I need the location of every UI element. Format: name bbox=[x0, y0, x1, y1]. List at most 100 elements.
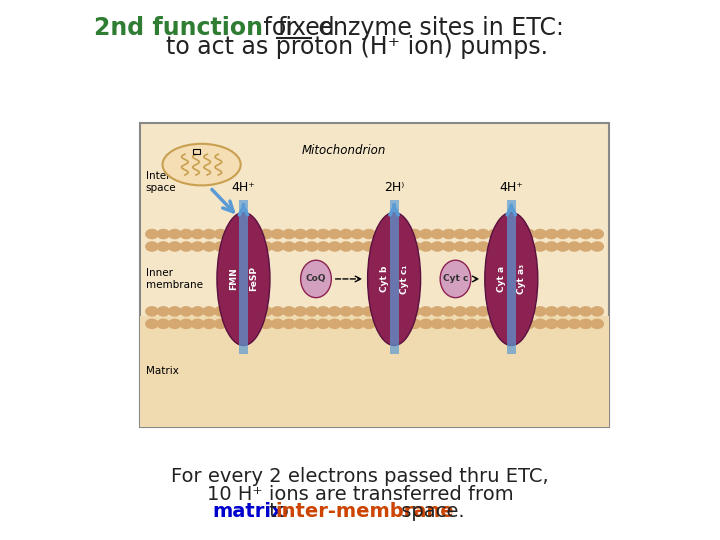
Circle shape bbox=[215, 230, 227, 239]
Circle shape bbox=[454, 319, 467, 328]
Circle shape bbox=[340, 319, 352, 328]
Circle shape bbox=[157, 319, 169, 328]
Circle shape bbox=[591, 242, 603, 251]
Circle shape bbox=[351, 319, 364, 328]
Circle shape bbox=[260, 319, 272, 328]
Circle shape bbox=[203, 242, 215, 251]
Circle shape bbox=[271, 307, 284, 316]
Circle shape bbox=[466, 319, 478, 328]
Text: for: for bbox=[256, 16, 303, 40]
Circle shape bbox=[317, 242, 329, 251]
Circle shape bbox=[294, 319, 307, 328]
FancyBboxPatch shape bbox=[140, 123, 609, 427]
Circle shape bbox=[511, 230, 523, 239]
Circle shape bbox=[328, 230, 341, 239]
Circle shape bbox=[260, 230, 272, 239]
Circle shape bbox=[568, 242, 580, 251]
Circle shape bbox=[557, 307, 569, 316]
Circle shape bbox=[271, 319, 284, 328]
Circle shape bbox=[317, 307, 329, 316]
Circle shape bbox=[215, 319, 227, 328]
Circle shape bbox=[477, 307, 489, 316]
Circle shape bbox=[397, 242, 409, 251]
Circle shape bbox=[180, 230, 192, 239]
Text: FeSP: FeSP bbox=[249, 266, 258, 292]
Circle shape bbox=[328, 319, 341, 328]
Circle shape bbox=[351, 242, 364, 251]
Circle shape bbox=[488, 242, 500, 251]
Circle shape bbox=[192, 230, 204, 239]
Text: to act as proton (H⁺ ion) pumps.: to act as proton (H⁺ ion) pumps. bbox=[166, 35, 548, 59]
Circle shape bbox=[477, 242, 489, 251]
Text: CoQ: CoQ bbox=[306, 274, 326, 284]
Circle shape bbox=[557, 230, 569, 239]
Circle shape bbox=[283, 319, 295, 328]
Circle shape bbox=[192, 319, 204, 328]
Circle shape bbox=[408, 319, 420, 328]
Circle shape bbox=[591, 230, 603, 239]
Circle shape bbox=[420, 307, 432, 316]
Circle shape bbox=[180, 307, 192, 316]
Circle shape bbox=[168, 230, 181, 239]
Circle shape bbox=[203, 319, 215, 328]
Circle shape bbox=[248, 230, 261, 239]
Circle shape bbox=[500, 230, 512, 239]
Circle shape bbox=[374, 307, 387, 316]
Circle shape bbox=[500, 307, 512, 316]
Ellipse shape bbox=[301, 260, 331, 298]
Bar bbox=[193, 149, 200, 154]
Circle shape bbox=[340, 242, 352, 251]
Circle shape bbox=[431, 242, 444, 251]
Circle shape bbox=[340, 307, 352, 316]
Circle shape bbox=[420, 319, 432, 328]
Circle shape bbox=[283, 307, 295, 316]
Text: 4H⁺: 4H⁺ bbox=[232, 181, 256, 194]
Circle shape bbox=[328, 242, 341, 251]
Circle shape bbox=[248, 242, 261, 251]
Circle shape bbox=[420, 242, 432, 251]
Text: For every 2 electrons passed thru ETC,: For every 2 electrons passed thru ETC, bbox=[171, 467, 549, 485]
Circle shape bbox=[557, 319, 569, 328]
Circle shape bbox=[500, 242, 512, 251]
Circle shape bbox=[523, 242, 535, 251]
Circle shape bbox=[306, 319, 318, 328]
Text: Intermembrane
space: Intermembrane space bbox=[145, 172, 228, 193]
Circle shape bbox=[283, 230, 295, 239]
Circle shape bbox=[511, 242, 523, 251]
Circle shape bbox=[454, 242, 467, 251]
Circle shape bbox=[523, 307, 535, 316]
Circle shape bbox=[180, 242, 192, 251]
Circle shape bbox=[523, 319, 535, 328]
Circle shape bbox=[294, 242, 307, 251]
Circle shape bbox=[408, 307, 420, 316]
Circle shape bbox=[168, 242, 181, 251]
Circle shape bbox=[386, 230, 398, 239]
Circle shape bbox=[420, 230, 432, 239]
Bar bbox=[140, 316, 609, 427]
Circle shape bbox=[157, 307, 169, 316]
Circle shape bbox=[226, 307, 238, 316]
Circle shape bbox=[443, 307, 455, 316]
Circle shape bbox=[477, 230, 489, 239]
Circle shape bbox=[546, 230, 558, 239]
Text: to: to bbox=[263, 502, 295, 521]
Circle shape bbox=[591, 319, 603, 328]
Circle shape bbox=[317, 230, 329, 239]
Text: 4H⁺: 4H⁺ bbox=[500, 181, 523, 194]
Circle shape bbox=[443, 319, 455, 328]
Circle shape bbox=[488, 319, 500, 328]
Circle shape bbox=[534, 319, 546, 328]
Circle shape bbox=[546, 319, 558, 328]
Text: 2H⁾: 2H⁾ bbox=[384, 181, 404, 194]
Circle shape bbox=[248, 307, 261, 316]
Circle shape bbox=[271, 230, 284, 239]
Circle shape bbox=[488, 230, 500, 239]
Circle shape bbox=[431, 319, 444, 328]
Text: FMN: FMN bbox=[229, 267, 238, 291]
Circle shape bbox=[351, 230, 364, 239]
Text: Cyt c: Cyt c bbox=[443, 274, 468, 284]
Ellipse shape bbox=[163, 144, 240, 185]
Circle shape bbox=[215, 307, 227, 316]
Circle shape bbox=[306, 242, 318, 251]
Circle shape bbox=[248, 319, 261, 328]
